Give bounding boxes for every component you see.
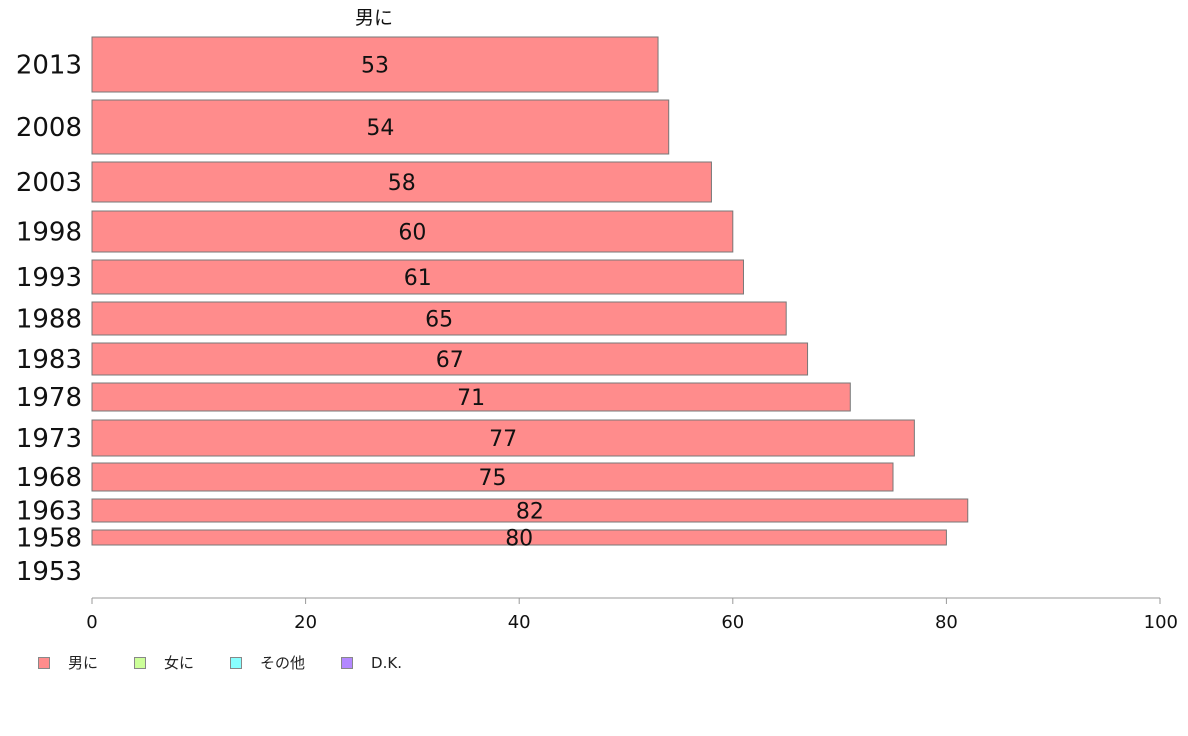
bar — [91, 210, 734, 253]
category-label: 1988 — [16, 305, 82, 335]
x-tick-label: 20 — [294, 612, 317, 633]
category-label: 1953 — [16, 557, 82, 587]
legend-label-female: 女に — [164, 654, 195, 672]
bar — [91, 342, 809, 376]
data-label: 71 — [457, 386, 485, 411]
bar — [91, 301, 787, 336]
category-label: 1993 — [16, 263, 82, 293]
data-label: 54 — [366, 116, 394, 141]
data-label: 60 — [398, 221, 426, 246]
category-label: 1998 — [16, 218, 82, 248]
category-label: 1968 — [16, 463, 82, 493]
bar — [91, 419, 915, 457]
legend-swatch-female — [134, 656, 147, 669]
bar — [91, 529, 947, 546]
bar — [91, 36, 659, 93]
category-label: 1973 — [16, 424, 82, 454]
bar — [91, 382, 851, 412]
category-label: 2008 — [16, 113, 82, 143]
legend-label-dk: D.K. — [371, 653, 402, 672]
bar — [91, 161, 712, 203]
data-label: 80 — [505, 527, 533, 552]
bar — [91, 462, 894, 492]
bar — [91, 259, 744, 295]
legend-item-dk: D.K. — [341, 654, 402, 672]
category-label: 1978 — [16, 383, 82, 413]
bar — [91, 99, 670, 155]
data-label: 75 — [479, 466, 507, 491]
data-label: 65 — [425, 308, 453, 333]
x-tick-label: 100 — [1144, 612, 1178, 633]
bar — [91, 498, 969, 523]
x-tick-label: 40 — [508, 612, 531, 633]
data-label: 77 — [489, 427, 517, 452]
legend-swatch-other — [230, 656, 243, 669]
category-label: 2003 — [16, 168, 82, 198]
category-label: 1958 — [16, 524, 82, 554]
legend-item-female: 女に — [134, 652, 194, 673]
data-label: 82 — [516, 500, 544, 525]
category-label: 1983 — [16, 345, 82, 375]
legend-item-other: その他 — [230, 652, 305, 673]
category-label: 2013 — [16, 51, 82, 81]
legend-swatch-dk — [341, 656, 354, 669]
legend-label-other: その他 — [260, 654, 306, 672]
legend-label-male: 男に — [68, 654, 99, 672]
legend-item-male: 男に — [38, 652, 98, 673]
data-label: 67 — [436, 348, 464, 373]
data-label: 53 — [361, 54, 389, 79]
legend-swatch-male — [38, 656, 50, 669]
data-label: 61 — [404, 266, 432, 291]
category-label: 1963 — [16, 497, 82, 527]
x-tick-label: 60 — [721, 612, 744, 633]
x-tick-label: 0 — [86, 612, 97, 633]
data-label: 58 — [388, 171, 416, 196]
x-tick-label: 80 — [935, 612, 958, 633]
legend: 男に 女に その他 D.K. — [38, 652, 438, 673]
chart-title: 男に — [355, 7, 393, 29]
